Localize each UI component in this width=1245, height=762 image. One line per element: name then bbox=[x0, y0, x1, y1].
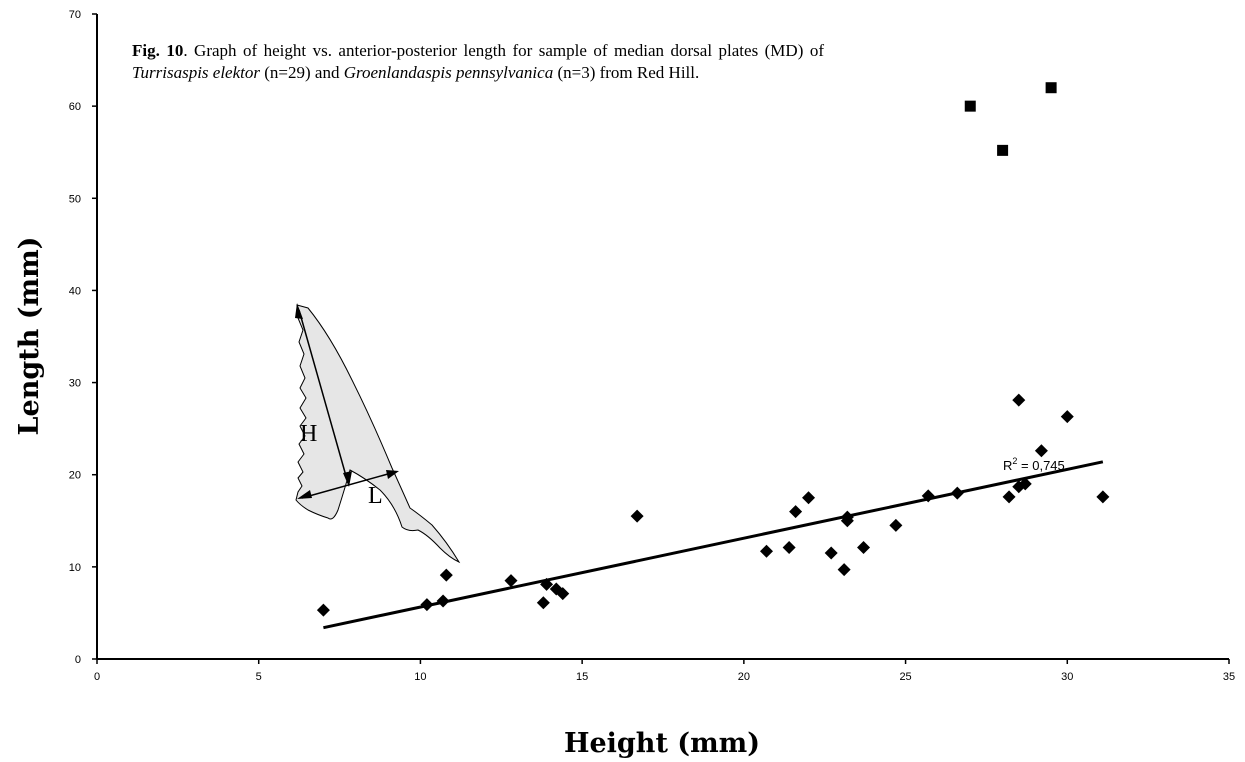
length-arrow bbox=[301, 471, 396, 499]
r-squared-value: = 0,745 bbox=[1017, 458, 1064, 473]
diamond-point bbox=[504, 574, 518, 588]
data-points bbox=[316, 82, 1110, 617]
trendline-group bbox=[323, 460, 1104, 630]
inset-label-h: H bbox=[300, 421, 317, 447]
height-arrowhead-bottom bbox=[343, 471, 352, 487]
diamond-point bbox=[1012, 393, 1026, 407]
height-arrowhead-top bbox=[295, 303, 303, 319]
diamond-point bbox=[1096, 490, 1110, 504]
length-arrowhead-right bbox=[386, 470, 399, 479]
diamond-point bbox=[436, 594, 450, 608]
diamond-point bbox=[1060, 410, 1074, 424]
height-arrow bbox=[298, 309, 349, 484]
diamond-point bbox=[556, 587, 570, 601]
diamond-point bbox=[840, 510, 854, 524]
diamond-point bbox=[802, 491, 816, 505]
r-squared-label: R2 = 0,745 bbox=[1003, 456, 1065, 473]
species-turrisaspis: Turrisaspis elektor bbox=[132, 63, 260, 82]
r-squared-sup: 2 bbox=[1012, 456, 1017, 466]
y-tick-labels: 0 10 20 30 40 50 60 70 bbox=[69, 9, 81, 666]
y-tick-label: 0 bbox=[75, 654, 81, 666]
diamond-point bbox=[316, 603, 330, 617]
inset-label-l: L bbox=[368, 483, 383, 509]
x-tick-label: 15 bbox=[576, 671, 588, 683]
diamond-point bbox=[782, 541, 796, 555]
length-arrowhead-left bbox=[297, 490, 312, 499]
square-point bbox=[997, 144, 1009, 156]
x-tick-label: 10 bbox=[414, 671, 426, 683]
x-tick-label: 5 bbox=[256, 671, 262, 683]
caption-text-1: . Graph of height vs. anterior-posterior… bbox=[183, 41, 824, 60]
diamond-point bbox=[439, 568, 453, 582]
y-tick-label: 70 bbox=[69, 9, 81, 21]
caption-text-3: (n=3) from Red Hill. bbox=[553, 63, 700, 82]
figure-caption: Fig. 10. Graph of height vs. anterior-po… bbox=[132, 40, 824, 84]
y-tick-label: 50 bbox=[69, 193, 81, 205]
square-point bbox=[1045, 82, 1057, 94]
x-tick-label: 30 bbox=[1061, 671, 1073, 683]
diamond-point bbox=[630, 509, 644, 523]
diamond-point bbox=[1012, 480, 1026, 494]
square-point bbox=[964, 100, 976, 112]
diamond-point bbox=[759, 544, 773, 558]
x-tick-label: 0 bbox=[94, 671, 100, 683]
y-tick-label: 20 bbox=[69, 470, 81, 482]
x-tick-label: 20 bbox=[738, 671, 750, 683]
plate-inset-drawing: H L bbox=[295, 303, 461, 564]
diamond-point bbox=[540, 577, 554, 591]
x-axis-title: Height (mm) bbox=[564, 728, 760, 759]
diamond-point bbox=[837, 563, 851, 577]
caption-text-2: (n=29) and bbox=[260, 63, 344, 82]
diamond-point bbox=[1002, 490, 1016, 504]
x-tick-label: 25 bbox=[899, 671, 911, 683]
y-axis-title: Length (mm) bbox=[14, 237, 45, 436]
diamond-point bbox=[536, 596, 550, 610]
y-tick-label: 60 bbox=[69, 101, 81, 113]
species-groenlandaspis: Groenlandaspis pennsylvanica bbox=[343, 63, 554, 82]
axes bbox=[92, 13, 1230, 664]
diamond-point bbox=[889, 518, 903, 532]
x-tick-label: 35 bbox=[1223, 671, 1235, 683]
diamond-point bbox=[824, 546, 838, 560]
diamond-point bbox=[921, 489, 935, 503]
trendline bbox=[323, 460, 1104, 630]
diamond-point bbox=[1034, 444, 1048, 458]
diamond-point bbox=[950, 486, 964, 500]
x-tick-labels: 0 5 10 15 20 25 30 35 bbox=[94, 671, 1235, 683]
diamond-point bbox=[420, 598, 434, 612]
r-squared-r: R bbox=[1003, 458, 1012, 473]
diamond-point bbox=[1018, 477, 1032, 491]
diamond-point bbox=[789, 505, 803, 519]
y-tick-label: 40 bbox=[69, 285, 81, 297]
y-tick-label: 10 bbox=[69, 562, 81, 574]
y-tick-label: 30 bbox=[69, 378, 81, 390]
diamond-point bbox=[857, 541, 871, 555]
figure-label: Fig. 10 bbox=[132, 41, 184, 60]
plate-outline bbox=[295, 304, 461, 564]
